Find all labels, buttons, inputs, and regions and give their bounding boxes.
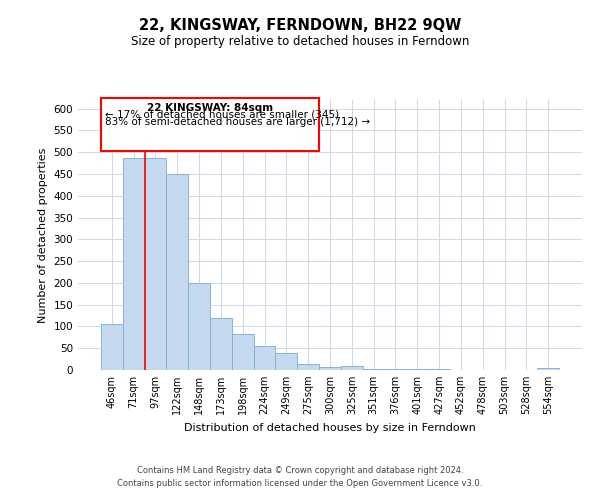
Bar <box>341 366 363 370</box>
Bar <box>101 98 319 152</box>
Bar <box>101 324 123 370</box>
X-axis label: Distribution of detached houses by size in Ferndown: Distribution of detached houses by size … <box>184 422 476 432</box>
Text: Contains HM Land Registry data © Crown copyright and database right 2024.
Contai: Contains HM Land Registry data © Crown c… <box>118 466 482 487</box>
Bar <box>385 369 406 370</box>
Bar <box>275 354 297 370</box>
Text: Size of property relative to detached houses in Ferndown: Size of property relative to detached ho… <box>131 35 469 48</box>
Text: ← 17% of detached houses are smaller (345): ← 17% of detached houses are smaller (34… <box>105 110 340 120</box>
Bar <box>254 346 275 370</box>
Y-axis label: Number of detached properties: Number of detached properties <box>38 148 48 322</box>
Text: 83% of semi-detached houses are larger (1,712) →: 83% of semi-detached houses are larger (… <box>105 116 370 126</box>
Bar <box>232 334 254 370</box>
Bar <box>188 283 210 370</box>
Bar <box>363 369 385 370</box>
Bar <box>297 364 319 370</box>
Bar <box>428 369 450 370</box>
Bar <box>123 158 145 370</box>
Bar <box>145 158 166 370</box>
Text: 22, KINGSWAY, FERNDOWN, BH22 9QW: 22, KINGSWAY, FERNDOWN, BH22 9QW <box>139 18 461 32</box>
Bar <box>537 368 559 370</box>
Bar <box>166 174 188 370</box>
Bar <box>210 318 232 370</box>
Text: 22 KINGSWAY: 84sqm: 22 KINGSWAY: 84sqm <box>147 104 273 114</box>
Bar <box>406 369 428 370</box>
Bar <box>319 366 341 370</box>
